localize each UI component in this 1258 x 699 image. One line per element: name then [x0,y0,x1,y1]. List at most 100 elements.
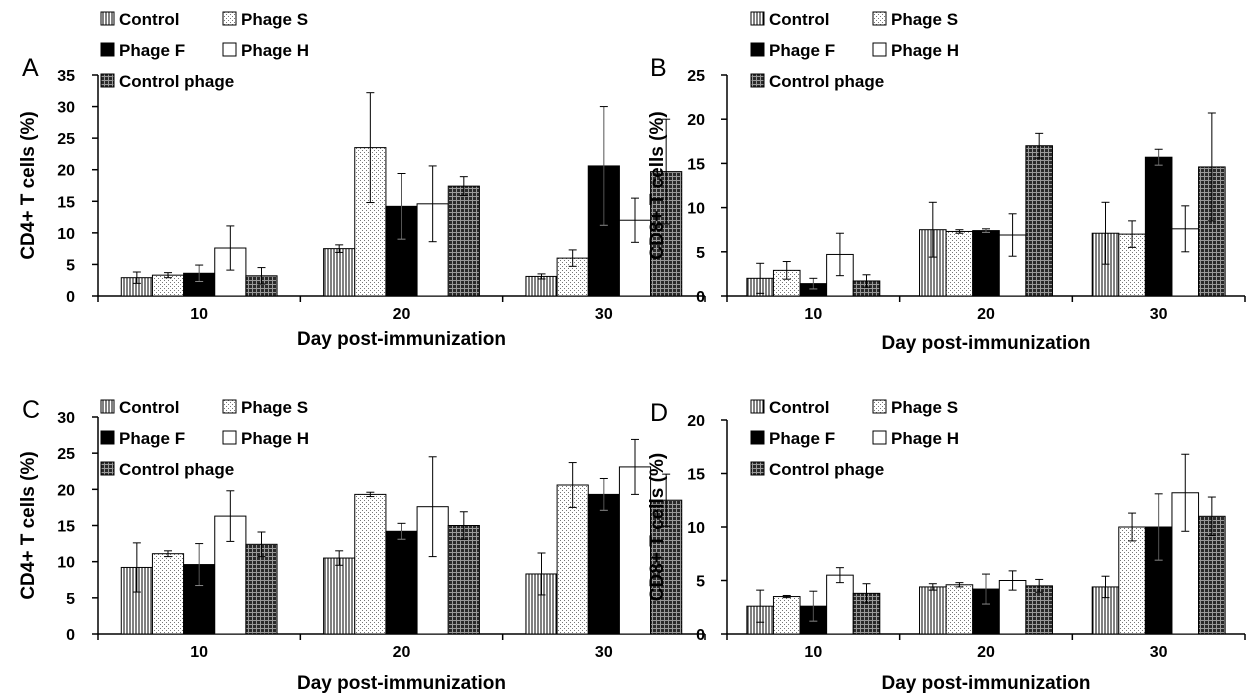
error-bar [862,583,871,604]
error-bar [809,277,818,290]
y-tick-label: 10 [687,201,705,218]
y-tick-label: 0 [696,627,705,644]
legend-item: Phage S [222,398,308,417]
legend-label: Phage H [891,41,959,60]
y-tick-label: 30 [57,410,75,427]
y-tick-label: 25 [687,68,705,85]
y-tick-label: 20 [687,112,705,129]
legend: Control Phage S Phage F Phage H Control phag… [750,10,959,91]
error-bar [568,462,577,508]
panel-letter: B [650,54,667,82]
y-tick-label: 5 [696,574,705,591]
legend-label: Phage S [241,10,308,29]
x-tick-label: 30 [595,644,613,661]
error-bar [195,264,204,282]
y-tick-label: 25 [57,446,75,463]
error-bar [1008,570,1017,591]
legend-item: Phage H [222,41,309,60]
y-axis-title: CD8+ T cells (%) [647,453,668,601]
bar-phage-h-day-10 [826,574,854,635]
error-bar [782,594,791,599]
legend-item: Phage F [750,429,835,448]
error-bar [537,273,546,280]
legend-swatch [100,430,115,445]
legend-swatch [222,399,237,414]
y-tick-label: 15 [57,519,75,536]
bar-phage-s-day-30 [1118,526,1146,635]
legend-item: Control phage [750,460,884,479]
legend-swatch [872,399,887,414]
bar-phage-s-day-20 [945,230,974,297]
legend: Control Phage S Phage F Phage H Control phag… [100,10,309,91]
error-bar [397,522,406,540]
legend-swatch [100,461,115,476]
x-tick-label: 30 [1150,644,1168,661]
legend-label: Control phage [769,72,884,91]
legend-swatch [100,399,115,414]
legend-label: Phage H [241,41,309,60]
legend-swatch [750,42,765,57]
legend-swatch [222,430,237,445]
legend-label: Control [769,10,829,29]
x-tick-label: 30 [1150,306,1168,323]
y-tick-label: 30 [57,100,75,117]
error-bar [164,272,173,279]
legend-item: Phage F [100,429,185,448]
error-bar [782,261,791,280]
y-axis-title: CD4+ T cells (%) [18,111,39,259]
x-axis-title: Day post-immunization [881,673,1090,694]
x-tick-label: 20 [393,306,411,323]
legend-item: Phage S [222,10,308,29]
legend-label: Phage F [769,41,835,60]
error-bar [366,92,375,204]
legend-label: Phage F [119,41,185,60]
error-bar [226,225,235,271]
legend-swatch [222,42,237,57]
bar-control-phage-day-10 [245,543,278,635]
y-tick-label: 20 [687,413,705,430]
y-axis-title: CD8+ T cells (%) [647,111,668,259]
bar-phage-s-day-20 [354,493,387,635]
legend-swatch [872,11,887,26]
legend-swatch [750,430,765,445]
error-bar [195,543,204,587]
error-bar [1035,578,1044,593]
y-tick-label: 15 [687,467,705,484]
y-tick-label: 10 [57,555,75,572]
panel-letter: A [22,54,39,82]
error-bar [459,176,468,197]
x-tick-label: 10 [190,306,208,323]
legend-swatch [100,11,115,26]
x-tick-label: 10 [190,644,208,661]
x-tick-label: 20 [977,644,995,661]
legend-swatch [100,73,115,88]
legend-label: Control [119,10,179,29]
y-tick-label: 5 [66,591,75,608]
bar-control-phage-day-20 [447,525,480,635]
chart-panel-b: B 0 5 10 15 20 25 10 20 30 Day post-immunization CD… [647,10,1246,354]
bar-control-phage-day-20 [447,185,480,297]
error-bar [428,456,437,558]
legend-item: Control phage [100,460,234,479]
legend-item: Control [750,398,829,417]
legend-label: Control phage [769,460,884,479]
legend-swatch [750,11,765,26]
legend-swatch [872,430,887,445]
bar-phage-s-day-20 [945,584,974,635]
error-bar [982,228,990,233]
legend: Control Phage S Phage F Phage H Control phag… [750,398,959,479]
error-bar [164,550,173,558]
legend-swatch [872,42,887,57]
legend-item: Phage F [100,41,185,60]
legend-item: Phage S [872,10,958,29]
error-bar [1154,148,1163,166]
error-bar [335,244,344,253]
error-bar [226,490,235,542]
legend-swatch [100,42,115,57]
legend-item: Control phage [750,72,884,91]
error-bar [132,271,141,284]
error-bar [1035,132,1044,159]
error-bar [568,249,577,267]
legend-label: Control phage [119,72,234,91]
